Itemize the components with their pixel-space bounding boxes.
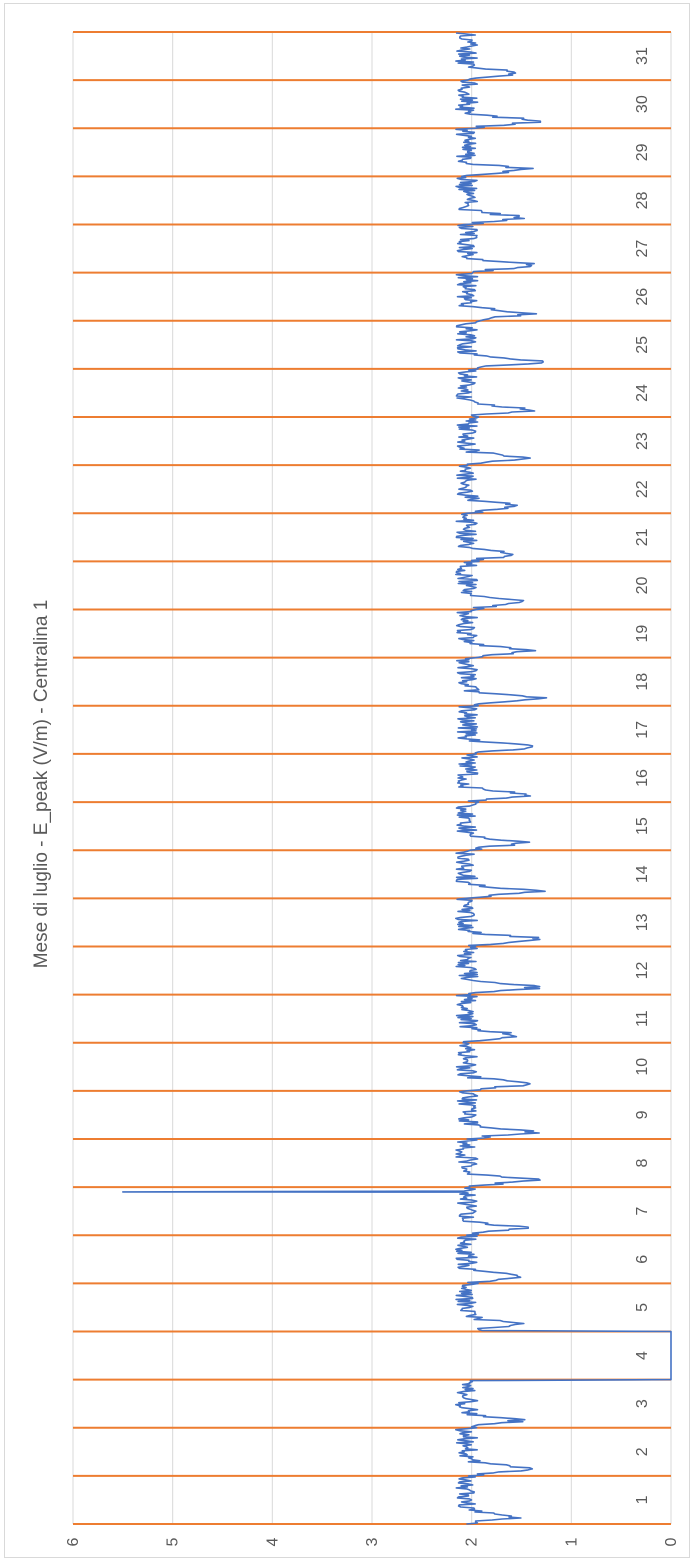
day-tick-label: 7 bbox=[634, 1207, 651, 1216]
day-tick-label: 26 bbox=[634, 288, 651, 306]
day-tick-label: 13 bbox=[634, 913, 651, 931]
value-tick-label: 5 bbox=[165, 1537, 182, 1546]
day-tick-label: 25 bbox=[634, 336, 651, 354]
day-tick-label: 4 bbox=[634, 1351, 651, 1360]
value-tick-label: 2 bbox=[464, 1537, 481, 1546]
day-tick-label: 18 bbox=[634, 673, 651, 691]
series-line bbox=[122, 32, 672, 1525]
day-tick-label: 3 bbox=[634, 1399, 651, 1408]
chart-svg: 0123456123456789101112131415161718192021… bbox=[31, 31, 680, 1546]
day-tick-label: 1 bbox=[634, 1495, 651, 1504]
series-layer bbox=[122, 32, 672, 1525]
day-tick-label: 10 bbox=[634, 1058, 651, 1076]
day-tick-label: 17 bbox=[634, 721, 651, 739]
day-tick-label: 27 bbox=[634, 240, 651, 258]
tick-layer: 0123456123456789101112131415161718192021… bbox=[65, 47, 680, 1546]
value-tick-label: 3 bbox=[364, 1537, 381, 1546]
day-tick-label: 28 bbox=[634, 191, 651, 209]
day-tick-label: 8 bbox=[634, 1158, 651, 1167]
day-tick-label: 14 bbox=[634, 865, 651, 883]
chart-frame: 0 1 2 3 4 5 6 1 2 3 4 5 6 7 8 9 10 11 12 13 14 15 16 17 18 19 20 21… bbox=[4, 3, 690, 1558]
value-tick-label: 6 bbox=[65, 1537, 82, 1546]
day-tick-label: 9 bbox=[634, 1110, 651, 1119]
value-tick-label: 4 bbox=[264, 1537, 281, 1546]
day-tick-label: 2 bbox=[634, 1447, 651, 1456]
day-tick-label: 30 bbox=[634, 95, 651, 113]
day-tick-label: 11 bbox=[634, 1010, 651, 1027]
day-tick-label: 23 bbox=[634, 432, 651, 450]
day-tick-label: 19 bbox=[634, 625, 651, 643]
day-tick-label: 5 bbox=[634, 1303, 651, 1312]
day-tick-label: 20 bbox=[634, 576, 651, 594]
value-tick-label: 0 bbox=[663, 1537, 680, 1546]
chart-title: Mese di luglio - E_peak (V/m) - Centrali… bbox=[31, 600, 52, 969]
day-tick-label: 16 bbox=[634, 769, 651, 787]
value-tick-label: 1 bbox=[563, 1537, 580, 1546]
day-tick-label: 21 bbox=[634, 528, 651, 546]
day-tick-label: 22 bbox=[634, 480, 651, 498]
day-tick-label: 15 bbox=[634, 817, 651, 835]
day-tick-label: 6 bbox=[634, 1255, 651, 1264]
day-tick-label: 31 bbox=[634, 47, 651, 65]
day-tick-label: 12 bbox=[634, 962, 651, 980]
grid-layer bbox=[72, 32, 672, 1524]
day-tick-label: 29 bbox=[634, 143, 651, 161]
day-separator-layer bbox=[73, 31, 671, 1525]
day-tick-label: 24 bbox=[634, 384, 651, 402]
